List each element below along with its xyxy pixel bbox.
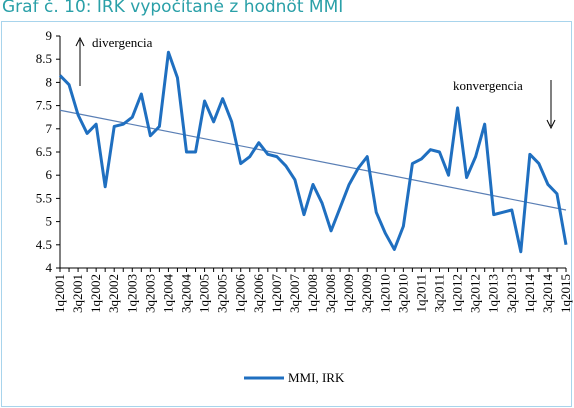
x-tick-label: 1q2014 <box>522 274 537 314</box>
annotation: divergencia <box>92 35 153 50</box>
arrow-down-head <box>546 119 556 130</box>
arrow-up-head <box>75 36 85 47</box>
x-tick-label: 1q2010 <box>377 274 392 313</box>
y-tick-label: 6 <box>46 167 53 182</box>
y-tick-label: 4 <box>46 260 53 275</box>
y-tick-label: 8 <box>46 74 53 89</box>
trendline <box>59 109 567 211</box>
x-tick-label: 3q2011 <box>432 274 447 313</box>
y-tick-label: 4.5 <box>36 237 52 252</box>
chart-border <box>1 21 572 407</box>
annotation: konvergencia <box>453 78 523 93</box>
x-tick-label: 3q2014 <box>540 274 555 314</box>
x-tick-label: 3q2009 <box>359 274 374 313</box>
x-tick-label: 3q2008 <box>323 274 338 313</box>
x-tick-label: 3q2003 <box>142 274 157 313</box>
y-tick-label: 9 <box>46 28 53 43</box>
x-tick-label: 1q2006 <box>233 274 248 314</box>
x-tick-label: 1q2003 <box>124 274 139 313</box>
x-tick-label: 1q2005 <box>197 274 212 313</box>
x-tick-label: 1q2008 <box>305 274 320 313</box>
legend-label: MMI, IRK <box>288 370 345 385</box>
x-tick-label: 1q2013 <box>486 274 501 313</box>
x-tick-label: 3q2010 <box>395 274 410 313</box>
y-tick-label: 6.5 <box>36 144 52 159</box>
x-tick-label: 1q2009 <box>341 274 356 313</box>
chart-title: Graf č. 10: IRK vypočítané z hodnôt MMI <box>2 0 343 17</box>
x-tick-label: 1q2012 <box>450 274 465 313</box>
x-tick-label: 3q2007 <box>287 274 302 314</box>
x-tick-label: 3q2013 <box>504 274 519 313</box>
data-line <box>58 50 568 254</box>
x-tick-label: 3q2004 <box>179 274 194 314</box>
x-tick-label: 3q2002 <box>106 274 121 313</box>
x-tick-label: 3q2006 <box>251 274 266 314</box>
x-tick-label: 3q2001 <box>70 274 85 313</box>
x-tick-label: 1q2001 <box>52 274 67 313</box>
x-tick-label: 1q2007 <box>269 274 284 314</box>
x-tick-label: 1q2004 <box>160 274 175 314</box>
x-tick-label: 1q2015 <box>558 274 573 313</box>
x-tick-label: 3q2012 <box>468 274 483 313</box>
y-tick-label: 5 <box>46 214 53 229</box>
y-tick-label: 7.5 <box>36 98 52 113</box>
y-tick-label: 5.5 <box>36 190 52 205</box>
y-tick-label: 7 <box>46 121 53 136</box>
x-tick-label: 3q2005 <box>215 274 230 313</box>
x-tick-label: 1q2011 <box>413 274 428 313</box>
x-tick-label: 1q2002 <box>88 274 103 313</box>
y-tick-label: 8.5 <box>36 51 52 66</box>
